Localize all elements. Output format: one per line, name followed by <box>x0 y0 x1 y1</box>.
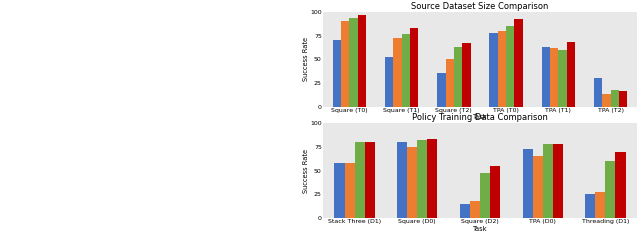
Bar <box>602 94 611 107</box>
Bar <box>595 192 605 218</box>
Bar <box>349 18 358 107</box>
Bar <box>541 47 550 107</box>
Bar <box>445 59 454 107</box>
Bar <box>490 33 498 107</box>
Bar <box>341 21 349 107</box>
Bar <box>358 15 366 107</box>
Bar <box>460 204 470 218</box>
Bar <box>385 57 393 107</box>
Title: Source Dataset Size Comparison: Source Dataset Size Comparison <box>412 2 548 11</box>
Bar <box>619 91 627 107</box>
Bar <box>515 19 523 107</box>
Bar <box>506 26 515 107</box>
Bar <box>437 73 445 107</box>
Bar <box>344 163 355 218</box>
Bar <box>523 149 532 218</box>
Bar <box>586 194 595 218</box>
Legend: 1 demo, 10 demos, 50 demos, 200 demos: 1 demo, 10 demos, 50 demos, 200 demos <box>380 163 580 172</box>
Bar <box>470 201 480 218</box>
Bar <box>333 40 341 107</box>
Y-axis label: Success Rate: Success Rate <box>303 37 308 81</box>
Bar <box>407 147 417 218</box>
Bar <box>480 173 490 218</box>
X-axis label: Task: Task <box>473 114 487 120</box>
Bar <box>417 140 428 218</box>
Bar <box>335 163 344 218</box>
Bar <box>355 142 365 218</box>
Bar <box>498 31 506 107</box>
Bar <box>594 78 602 107</box>
X-axis label: Task: Task <box>473 226 487 232</box>
Bar <box>553 144 563 218</box>
Bar <box>365 142 374 218</box>
Bar <box>410 28 419 107</box>
Bar <box>393 38 402 107</box>
Bar <box>402 34 410 107</box>
Bar <box>605 161 616 218</box>
Bar <box>550 48 558 107</box>
Title: Policy Training Data Comparison: Policy Training Data Comparison <box>412 114 548 123</box>
Bar <box>532 156 543 218</box>
Bar <box>454 47 462 107</box>
Bar <box>567 42 575 107</box>
Bar <box>616 152 625 218</box>
Bar <box>558 50 567 107</box>
Bar <box>490 166 500 218</box>
Bar <box>397 142 407 218</box>
Bar <box>462 43 470 107</box>
Bar <box>611 90 619 107</box>
Y-axis label: Success Rate: Success Rate <box>303 149 308 193</box>
Bar <box>543 144 553 218</box>
Bar <box>428 139 437 218</box>
